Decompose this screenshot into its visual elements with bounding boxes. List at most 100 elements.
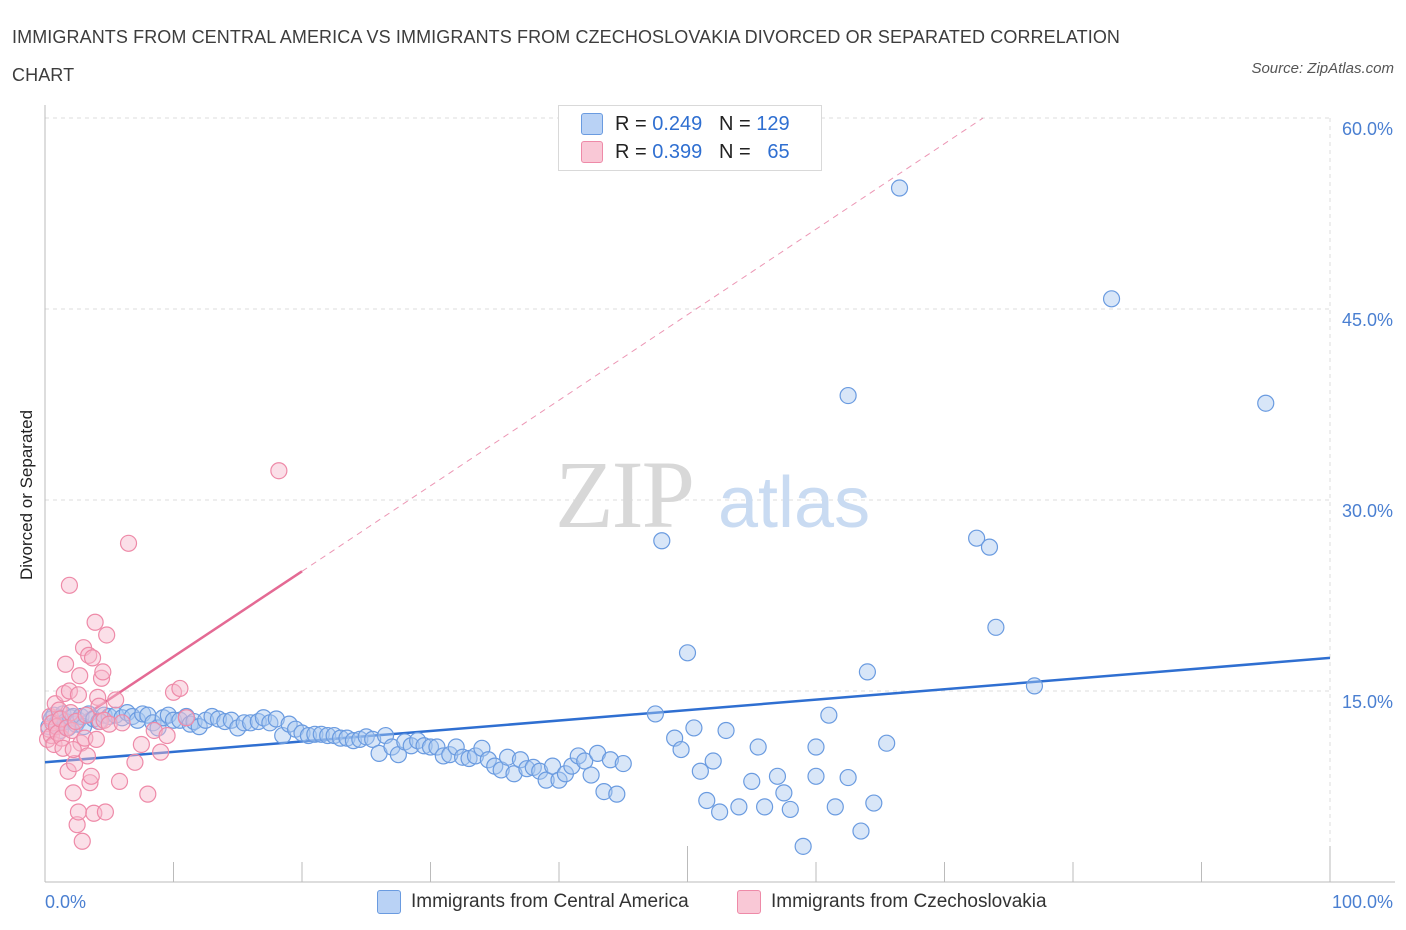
point-central-america xyxy=(730,798,748,816)
legend-r-value: 0.399 xyxy=(652,140,703,163)
point-central-america xyxy=(434,747,452,765)
point-central-america xyxy=(711,803,729,821)
point-central-america xyxy=(678,644,697,662)
point-central-america xyxy=(1102,290,1121,308)
point-central-america xyxy=(479,751,497,769)
point-central-america xyxy=(698,791,716,810)
source-label: Source: ZipAtlas.com xyxy=(1251,60,1394,77)
point-central-america xyxy=(331,729,350,747)
point-czechoslovakia xyxy=(132,735,150,754)
legend-row-central-america: R = 0.249 N = 129 xyxy=(581,110,790,138)
point-czechoslovakia xyxy=(89,688,107,706)
legend-swatch-pink xyxy=(581,141,603,163)
trend-line-czechoslovakia-extension xyxy=(301,117,984,572)
point-central-america xyxy=(1025,677,1044,695)
trend-line-central-america xyxy=(44,656,1331,764)
point-czechoslovakia xyxy=(60,576,79,594)
point-czechoslovakia xyxy=(119,534,138,552)
point-czechoslovakia xyxy=(96,803,114,821)
point-czechoslovakia xyxy=(67,712,85,731)
point-central-america xyxy=(768,767,787,785)
series-legend: Immigrants from Central America Immigran… xyxy=(0,890,1406,916)
point-czechoslovakia xyxy=(158,726,176,745)
point-czechoslovakia xyxy=(98,626,116,644)
point-czechoslovakia xyxy=(171,679,189,698)
point-czechoslovakia xyxy=(86,613,104,631)
point-central-america xyxy=(499,748,517,766)
point-central-america xyxy=(312,725,330,743)
legend-n-value: 129 xyxy=(756,112,790,135)
point-czechoslovakia xyxy=(78,747,97,765)
point-central-america xyxy=(543,757,562,775)
point-central-america xyxy=(306,725,324,743)
y-tick-label: 45.0% xyxy=(1342,310,1393,330)
point-czechoslovakia xyxy=(177,709,195,727)
point-central-america xyxy=(794,837,812,855)
point-czechoslovakia xyxy=(68,816,86,834)
point-central-america xyxy=(987,618,1005,636)
point-czechoslovakia xyxy=(73,832,91,850)
watermark: ZIP atlas xyxy=(555,441,870,548)
point-czechoslovakia xyxy=(92,669,111,687)
point-czechoslovakia xyxy=(113,714,131,732)
point-czechoslovakia xyxy=(126,753,144,771)
point-central-america xyxy=(807,767,825,785)
point-czechoslovakia xyxy=(83,649,102,667)
point-czechoslovakia xyxy=(110,772,129,791)
point-czechoslovakia xyxy=(69,686,88,704)
point-central-america xyxy=(576,752,594,770)
point-central-america xyxy=(537,771,555,789)
point-central-america xyxy=(890,179,909,197)
point-czechoslovakia xyxy=(152,743,170,761)
watermark-zip: ZIP xyxy=(555,441,693,548)
point-central-america xyxy=(826,798,844,816)
point-czechoslovakia xyxy=(77,706,95,724)
x-tick-label: 0.0% xyxy=(45,892,86,912)
point-central-america xyxy=(608,785,626,803)
point-czechoslovakia xyxy=(81,774,99,792)
point-czechoslovakia xyxy=(69,803,88,821)
point-central-america xyxy=(839,386,857,405)
series-legend-czechoslovakia: Immigrants from Czechoslovakia xyxy=(737,890,1047,914)
point-czechoslovakia xyxy=(65,754,84,773)
point-central-america xyxy=(421,738,440,756)
point-central-america xyxy=(775,784,793,802)
point-central-america xyxy=(364,730,382,748)
legend-swatch-blue xyxy=(581,113,603,135)
point-central-america xyxy=(190,718,208,736)
point-czechoslovakia xyxy=(60,682,79,700)
point-central-america xyxy=(601,751,620,769)
point-central-america xyxy=(550,771,568,789)
point-central-america xyxy=(531,762,549,780)
point-czechoslovakia xyxy=(63,721,81,740)
series-legend-label: Immigrants from Central America xyxy=(411,891,689,912)
point-central-america xyxy=(344,732,362,750)
point-central-america xyxy=(865,794,883,812)
point-central-america xyxy=(755,798,774,816)
point-central-america xyxy=(505,765,523,783)
point-central-america xyxy=(743,772,761,791)
point-central-america xyxy=(614,754,632,773)
point-central-america xyxy=(454,748,472,766)
legend-n-value: 65 xyxy=(767,140,790,163)
point-central-america xyxy=(428,738,446,756)
legend-row-czechoslovakia: R = 0.399 N = 65 xyxy=(581,138,790,166)
point-central-america xyxy=(691,762,709,780)
point-central-america xyxy=(807,738,825,756)
point-central-america xyxy=(878,734,896,752)
point-central-america xyxy=(235,714,253,732)
point-czechoslovakia xyxy=(100,715,118,733)
point-central-america xyxy=(582,766,600,784)
point-central-america xyxy=(415,737,433,755)
series-legend-central-america: Immigrants from Central America xyxy=(377,890,689,914)
x-tick-label: 100.0% xyxy=(1332,892,1393,912)
point-central-america xyxy=(164,711,183,729)
series-legend-label: Immigrants from Czechoslovakia xyxy=(771,891,1047,912)
point-central-america xyxy=(685,719,703,737)
series-swatch-blue xyxy=(377,890,401,914)
legend-r-label: R = xyxy=(615,112,647,135)
point-central-america xyxy=(595,782,613,801)
y-tick-label: 15.0% xyxy=(1342,692,1393,712)
point-czechoslovakia xyxy=(139,785,157,803)
